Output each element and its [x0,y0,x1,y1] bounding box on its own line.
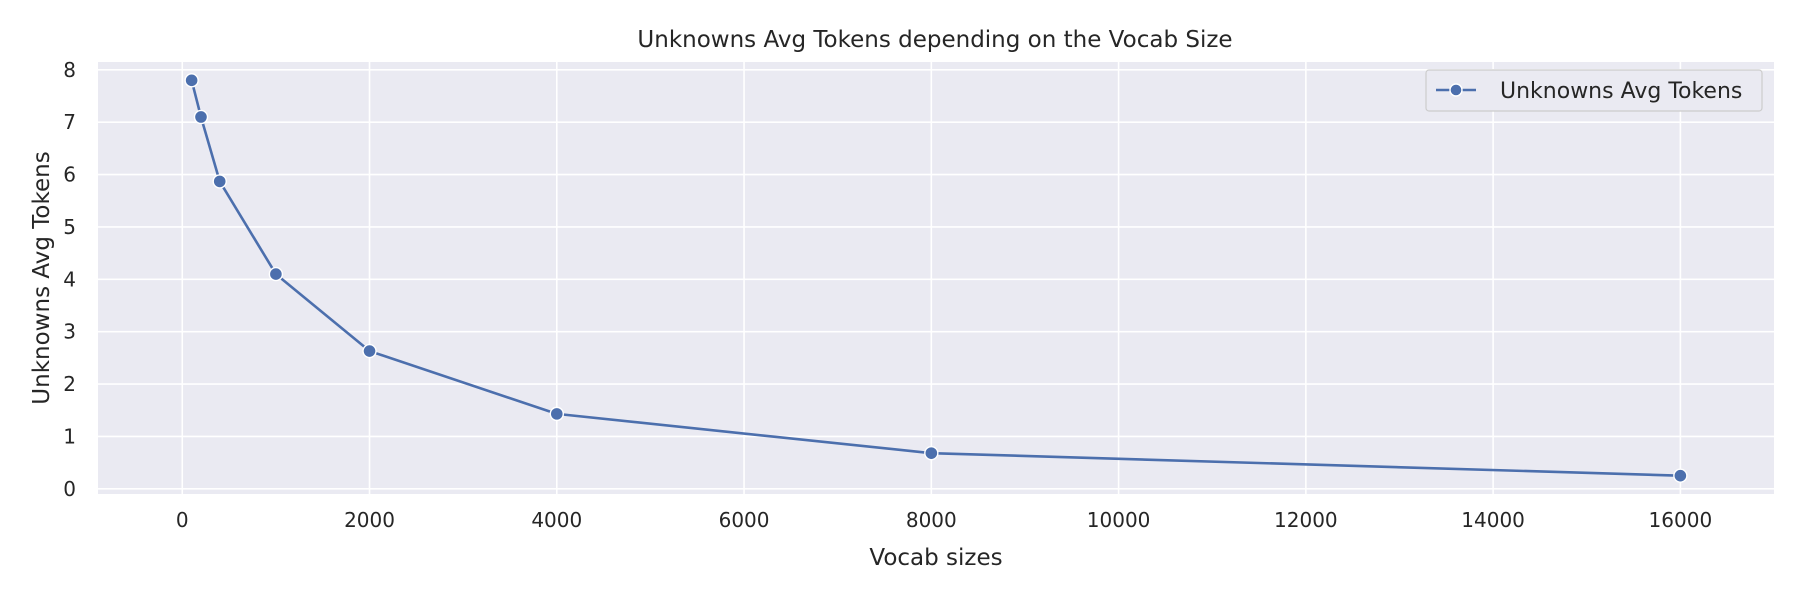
y-tick-label: 5 [63,215,76,239]
y-axis-ticks: 0 1 2 3 4 5 6 7 8 [63,58,76,501]
grid-lines [98,62,1774,494]
x-tick-label: 10000 [1087,508,1151,532]
y-tick-label: 3 [63,320,76,344]
legend-box [1425,69,1763,112]
x-tick-label: 14000 [1461,508,1525,532]
data-point [268,266,284,282]
data-point [924,445,939,461]
x-tick-label: 4000 [531,508,582,532]
legend-label: Unknowns Avg Tokens [1500,79,1742,104]
y-tick-label: 4 [63,267,76,291]
data-point [549,406,564,422]
y-tick-label: 1 [63,424,76,448]
x-tick-label: 0 [176,508,189,532]
x-tick-label: 16000 [1649,508,1713,532]
y-tick-label: 8 [63,58,76,82]
plot-area [98,62,1774,494]
x-tick-label: 8000 [906,508,957,532]
x-tick-label: 6000 [719,508,770,532]
data-point [184,73,199,88]
data-point [193,109,209,125]
legend: Unknowns Avg Tokens [1425,69,1763,112]
y-tick-label: 0 [63,477,76,501]
y-tick-label: 6 [63,163,76,187]
legend-marker [1449,83,1463,97]
series-line [190,80,1681,477]
y-tick-label: 7 [63,110,76,134]
x-axis-ticks: 0 2000 4000 6000 8000 10000 12000 14000 16000 [176,508,1712,532]
y-axis-label: Unknowns Avg Tokens [29,151,55,404]
x-tick-label: 2000 [344,508,395,532]
data-point [212,174,227,189]
x-tick-label: 12000 [1274,508,1338,532]
y-tick-label: 2 [63,372,76,396]
chart-title: Unknowns Avg Tokens depending on the Voc… [637,27,1232,53]
x-axis-label: Vocab sizes [869,545,1002,571]
series-layer [184,73,1688,483]
data-point [362,343,377,359]
data-point [1673,468,1688,483]
